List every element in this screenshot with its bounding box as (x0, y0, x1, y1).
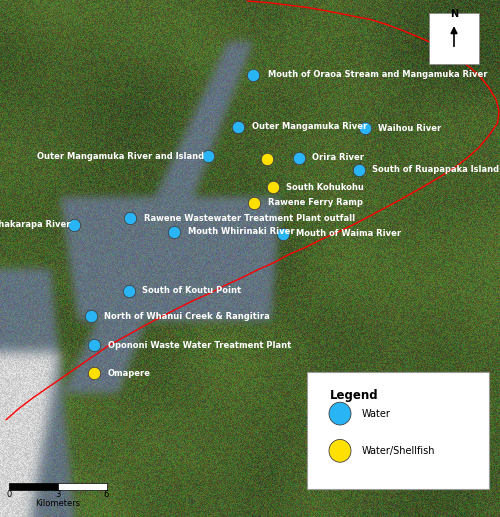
Point (268, 183, 276, 191)
Point (126, 214, 134, 222)
Point (90, 341, 98, 349)
Circle shape (329, 439, 351, 462)
Point (234, 123, 241, 131)
Text: South Kohukohu: South Kohukohu (286, 183, 364, 192)
Point (170, 227, 178, 236)
Text: Waihou River: Waihou River (378, 124, 441, 133)
Point (361, 124, 369, 132)
Point (125, 286, 133, 295)
Text: Outer Mangamuka River and Island: Outer Mangamuka River and Island (37, 151, 204, 161)
Bar (58, 483, 106, 490)
Bar (9, 483, 58, 490)
Point (70, 221, 78, 229)
Text: Rawene Wastewater Treatment Plant outfall: Rawene Wastewater Treatment Plant outfal… (144, 214, 355, 223)
Text: Omapere: Omapere (108, 369, 150, 378)
Text: 0: 0 (6, 490, 12, 499)
Point (90, 369, 98, 377)
Text: 3: 3 (55, 490, 60, 499)
Text: North of Whanui Creek & Rangitira: North of Whanui Creek & Rangitira (104, 312, 270, 321)
Text: Orira River: Orira River (312, 153, 364, 162)
FancyBboxPatch shape (429, 13, 479, 64)
Point (278, 230, 286, 238)
Point (204, 152, 212, 160)
Point (250, 199, 258, 207)
Text: Mouth of Waima River: Mouth of Waima River (296, 229, 401, 238)
Text: South of Ruapapaka Island: South of Ruapapaka Island (372, 165, 500, 174)
Point (87, 312, 95, 321)
Text: Water: Water (362, 408, 390, 419)
Text: 6: 6 (104, 490, 109, 499)
FancyBboxPatch shape (306, 372, 489, 489)
Text: Mouth Whakarapa River: Mouth Whakarapa River (0, 220, 71, 230)
Text: Opononi Waste Water Treatment Plant: Opononi Waste Water Treatment Plant (108, 341, 291, 350)
Text: N: N (450, 9, 458, 19)
Text: Mouth Whirinaki River: Mouth Whirinaki River (188, 227, 294, 236)
Point (248, 71, 256, 79)
Text: South of Koutu Point: South of Koutu Point (142, 286, 242, 295)
Text: Water/Shellfish: Water/Shellfish (362, 446, 435, 456)
Circle shape (329, 402, 351, 425)
Point (295, 154, 303, 162)
Text: Legend: Legend (330, 389, 378, 402)
Text: Mouth of Oraoa Stream and Mangamuka River: Mouth of Oraoa Stream and Mangamuka Rive… (268, 70, 487, 80)
Text: Rawene Ferry Ramp: Rawene Ferry Ramp (268, 198, 362, 207)
Text: Kilometers: Kilometers (35, 498, 80, 508)
Point (355, 165, 363, 174)
Point (262, 155, 270, 163)
Text: Outer Mangamuka River: Outer Mangamuka River (252, 122, 368, 131)
